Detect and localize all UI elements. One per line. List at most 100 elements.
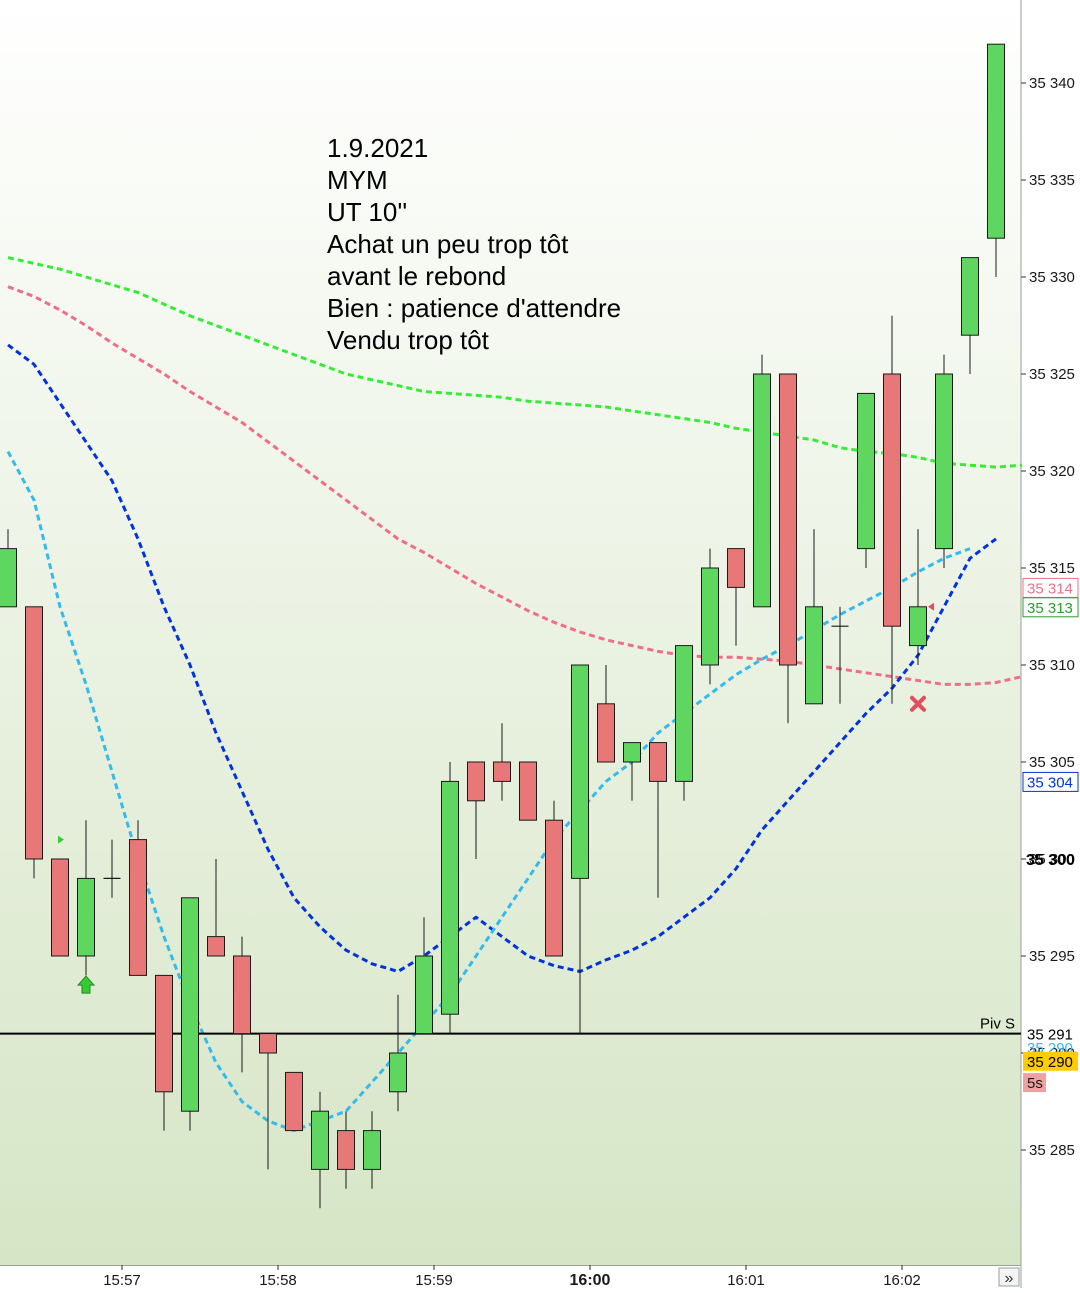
candle [545, 800, 563, 957]
moving-average-line-2 [7, 285, 1023, 686]
candle [103, 839, 121, 898]
candle-body-bearish [779, 373, 797, 666]
candle-body-bearish [597, 703, 615, 763]
candle [779, 373, 797, 724]
candle-body-bullish [805, 606, 823, 705]
time-tick-label: 15:58 [259, 1272, 297, 1288]
candle [0, 529, 17, 608]
candle-body-bearish [519, 761, 537, 821]
candle [233, 936, 251, 1073]
price-tick-label: 35 330 [1029, 269, 1075, 286]
price-tag: 35 290 [1023, 1051, 1078, 1071]
price-tag-box [1022, 597, 1079, 618]
candle-body-bearish [51, 858, 69, 957]
time-tick-label: 16:01 [727, 1272, 765, 1288]
candle [207, 859, 225, 957]
annotation-line-6: Bien : patience d'attendre [327, 293, 621, 323]
candle [77, 820, 95, 976]
candle-body-bullish [363, 1130, 381, 1170]
timer-badge [1023, 1073, 1046, 1093]
exit-cross-icon [910, 695, 926, 712]
candle [623, 742, 641, 801]
candle [129, 820, 147, 976]
last-price-label: 35 300 [1026, 852, 1075, 869]
exit-tick-icon [928, 602, 934, 611]
price-tick-label: 35 340 [1029, 75, 1075, 92]
price-tick-label: 35 335 [1029, 172, 1075, 189]
candle-body-bullish [623, 742, 641, 763]
scroll-right-label[interactable]: » [1005, 1270, 1014, 1287]
candle-body-bullish [753, 373, 771, 608]
candle-body-bullish [77, 877, 95, 957]
candle-body-bullish [857, 392, 875, 550]
buy-arrow-icon [76, 975, 96, 994]
candle [259, 1033, 277, 1170]
candle-body-bearish [467, 761, 485, 802]
candle [675, 645, 693, 801]
candle-body-bullish [181, 897, 199, 1112]
candle [25, 606, 43, 879]
candle [51, 858, 69, 957]
candle [753, 354, 771, 608]
time-tick-label: 16:02 [883, 1272, 921, 1288]
entry-tick-icon [58, 835, 64, 844]
candle-body-bullish [909, 606, 927, 647]
candles [0, 43, 1005, 1209]
candle-body-bearish [129, 839, 147, 976]
candle [649, 742, 667, 898]
price-tick-label: 35 305 [1029, 754, 1075, 771]
time-tick-label: 15:59 [415, 1272, 453, 1288]
scroll-right-button[interactable]: » [998, 1267, 1020, 1287]
price-tick-label: 35 315 [1029, 560, 1075, 577]
candle [831, 606, 849, 704]
candle-body-bullish [441, 780, 459, 1015]
candle-body-bearish [493, 761, 511, 782]
candle-body-bearish [155, 974, 173, 1093]
price-axis-background [1021, 0, 1080, 1288]
candle [857, 392, 875, 568]
price-tag: 35 314 [1022, 577, 1079, 598]
annotation-line-4: Achat un peu trop tôt [327, 229, 569, 259]
candle [805, 529, 823, 705]
candle-body-bullish [701, 567, 719, 666]
timer-label: 5s [1027, 1075, 1043, 1092]
price-tick-label: 35 285 [1029, 1142, 1075, 1159]
candle [467, 761, 485, 859]
candle [441, 762, 459, 1034]
price-tag: 35 313 [1022, 597, 1079, 618]
candle [155, 974, 173, 1131]
candle [597, 665, 615, 763]
candle [285, 1071, 303, 1132]
candle-body-bearish [259, 1033, 277, 1054]
price-axis: 35 285 35 290 35 295 35 300 35 305 35 310 35 3… [1021, 75, 1075, 1159]
time-tick-label: 16:00 [570, 1272, 611, 1288]
annotation-line-7: Vendu trop tôt [327, 325, 490, 355]
price-tick-label: 35 325 [1029, 366, 1075, 383]
candle-body-bearish [207, 936, 225, 957]
candle [883, 315, 901, 704]
price-tick-label: 35 320 [1029, 463, 1075, 480]
price-tag-label: 35 290 [1027, 1054, 1073, 1071]
price-tag-label: 35 304 [1027, 774, 1073, 791]
time-tick-label: 15:57 [103, 1272, 141, 1288]
time-axis-background [0, 1265, 1021, 1288]
candle-body-bearish [285, 1071, 303, 1132]
candle [519, 761, 537, 821]
candle-body-bullish [415, 955, 433, 1035]
price-tick-label: 35 300 [1029, 851, 1075, 868]
price-tick-label: 35 310 [1029, 657, 1075, 674]
candle [571, 664, 589, 1034]
candle [961, 257, 979, 374]
candle-body-bullish [675, 645, 693, 782]
candle [987, 43, 1005, 277]
candle [181, 897, 199, 1131]
candle-body-bearish [649, 742, 667, 782]
annotation-line-5: avant le rebond [327, 261, 506, 291]
candle [727, 548, 745, 646]
scroll-right-button-frame[interactable] [998, 1267, 1020, 1287]
time-axis: 15:57 15:58 15:59 16:00 16:01 16:02 [103, 1265, 921, 1289]
price-tag: 35 291 [1027, 1027, 1073, 1044]
